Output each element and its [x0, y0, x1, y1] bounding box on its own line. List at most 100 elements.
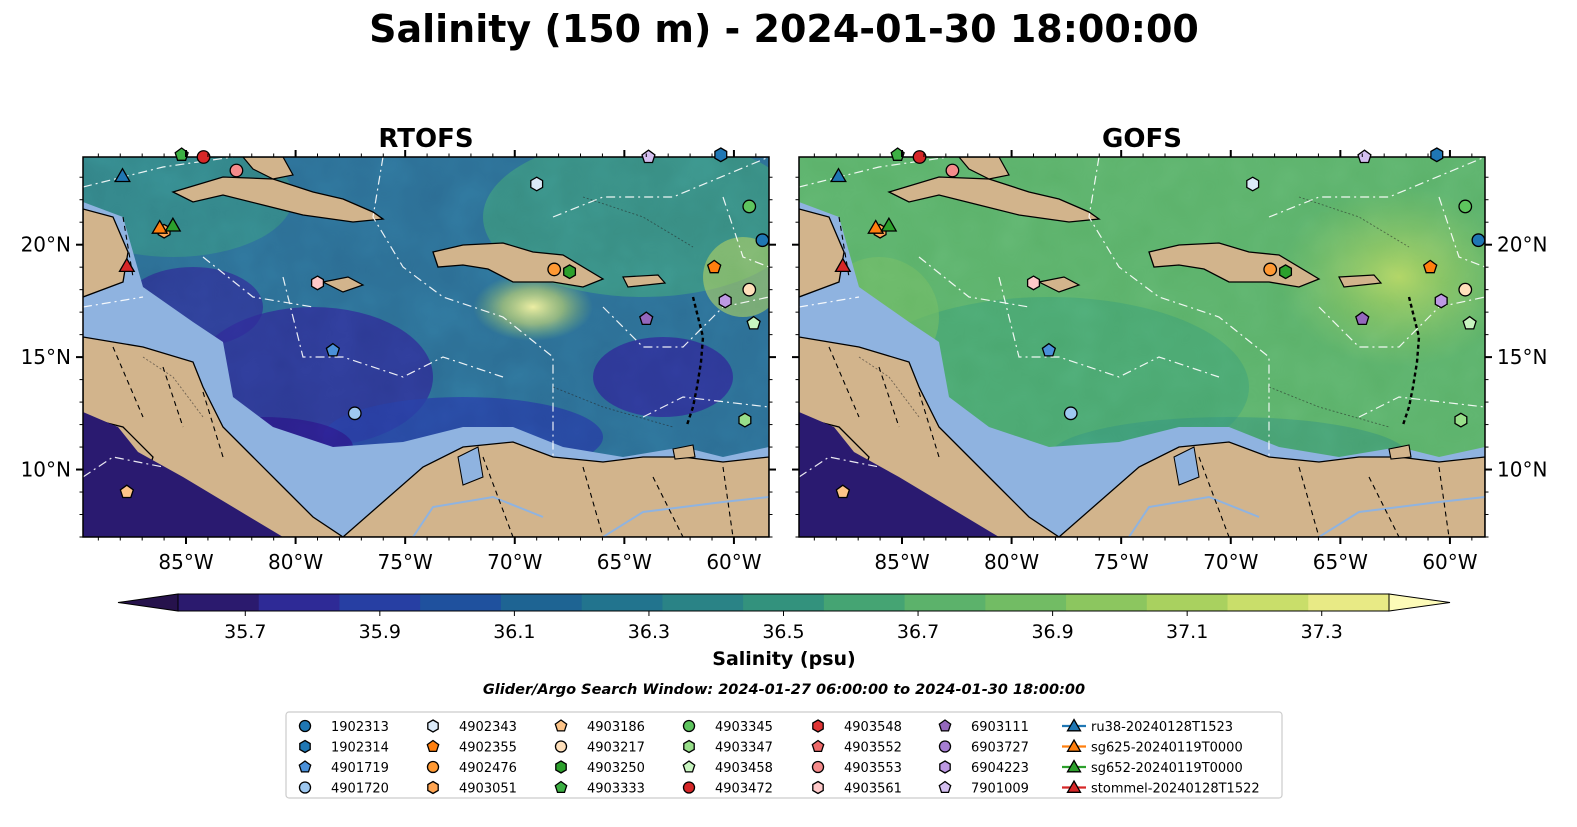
marker-4903345-rtofs [742, 199, 757, 214]
legend-label: 4903472 [715, 782, 773, 797]
legend-marker [812, 719, 824, 733]
x-tick-label: 70°W [487, 550, 542, 574]
colorbar-tick-label: 36.1 [493, 621, 535, 643]
marker-1902314-gofs [1430, 147, 1444, 163]
legend-item-4902343: 4902343 [427, 719, 517, 735]
marker-4903250-rtofs [563, 264, 577, 280]
marker-4903345-gofs [1458, 199, 1473, 214]
legend-item-7901009: 7901009 [938, 780, 1029, 797]
figure-title: Salinity (150 m) - 2024-01-30 18:00:00 [369, 7, 1199, 51]
legend-item-4903051: 4903051 [427, 780, 517, 797]
legend-label: 4903186 [587, 720, 645, 735]
legend-label: stommel-20240128T1522 [1091, 782, 1260, 797]
marker-4902355-gofs [1422, 259, 1438, 274]
legend-label: 4903561 [844, 782, 902, 797]
colorbar-tick-label: 36.3 [628, 621, 670, 643]
legend-item-4903458: 4903458 [682, 760, 773, 776]
colorbar-bin [662, 594, 744, 611]
legend-label: 4903333 [587, 782, 645, 797]
legend-marker [1066, 738, 1082, 752]
legend-label: sg625-20240119T0000 [1091, 741, 1243, 756]
legend-marker [554, 780, 568, 794]
marker-4901719-gofs [1041, 342, 1057, 357]
legend-marker [938, 780, 952, 794]
marker-sg652-20240119T0000-rtofs [164, 216, 182, 232]
legend-marker [427, 780, 439, 795]
marker-4903333-rtofs [174, 147, 189, 161]
legend-marker [939, 760, 951, 774]
colorbar-bin [500, 594, 583, 611]
y-tick-label: 10°N [21, 458, 71, 482]
marker-4903347-gofs [1454, 412, 1468, 428]
colorbar-bin [1066, 594, 1148, 611]
x-axis-gofs: 85°W 80°W 75°W 70°W 65°W 60°W [813, 150, 1478, 574]
colorbar-tick-label: 35.7 [224, 621, 266, 643]
colorbar-bin [985, 594, 1067, 611]
legend-item-4903333: 4903333 [554, 780, 645, 797]
marker-4903250-gofs [1279, 264, 1293, 280]
legend-label: 4903250 [587, 761, 645, 776]
y-axis-gofs: 10°N 15°N 20°N [792, 176, 1547, 538]
colorbar-bin [1308, 594, 1390, 611]
marker-sg652-20240119T0000-gofs [880, 216, 898, 232]
marker-4903217-gofs [1458, 282, 1473, 297]
legend-label: 6903727 [971, 741, 1029, 756]
y-tick-label: 15°N [1497, 345, 1547, 369]
marker-4902343-rtofs [530, 176, 544, 192]
x-tick-label: 70°W [1203, 550, 1258, 574]
legend-marker [298, 719, 312, 733]
marker-7901009-gofs [1357, 149, 1372, 164]
legend-item-sg652-20240119T0000: sg652-20240119T0000 [1062, 759, 1243, 776]
observation-markers-gofs [829, 147, 1486, 499]
legend-label: 4901720 [331, 782, 389, 797]
legend-label: 4903553 [844, 761, 902, 776]
colorbar-bin [178, 594, 260, 611]
legend-marker [682, 781, 696, 794]
y-tick-label: 15°N [21, 345, 71, 369]
panel-gofs: GOFS 85°W 80°W 75°W 70°W 65°W 60°W 10°N 15°N 20… [792, 124, 1547, 574]
colorbar-bin [904, 594, 986, 611]
observation-markers-rtofs [113, 147, 770, 499]
colorbar-tick-label: 35.9 [359, 621, 401, 643]
legend-marker [938, 740, 952, 753]
legend-marker [298, 781, 312, 794]
legend-label: 4903548 [844, 720, 902, 735]
legend-marker [426, 739, 440, 753]
marker-1902313-rtofs [755, 233, 770, 248]
legend-label: 4903345 [715, 720, 773, 735]
search-window-text: Glider/Argo Search Window: 2024-01-27 06… [483, 682, 1085, 698]
marker-4901720-gofs [1063, 406, 1078, 421]
colorbar-bin [258, 594, 341, 611]
salinity-field-gofs [799, 157, 1485, 537]
legend-item-4902355: 4902355 [426, 739, 517, 756]
marker-4903217-rtofs [742, 282, 757, 297]
marker-4901720-rtofs [347, 406, 362, 421]
marker-4903333-gofs [890, 147, 905, 161]
legend-marker [682, 719, 696, 733]
colorbar-bin [581, 594, 663, 611]
legend-label: 1902313 [331, 720, 389, 735]
legend-marker [1066, 779, 1082, 793]
legend-item-4903347: 4903347 [683, 739, 773, 756]
legend-marker [426, 760, 440, 774]
colorbar-bin [1146, 594, 1229, 611]
legend-label: 4902476 [459, 761, 517, 776]
colorbar-tick-label: 36.5 [762, 621, 804, 643]
legend-item-ru38-20240128T1523: ru38-20240128T1523 [1062, 718, 1233, 735]
marker-sg625-20240119T0000-gofs [867, 219, 885, 234]
x-tick-label: 75°W [1094, 550, 1149, 574]
legend-label: 4903347 [715, 741, 773, 756]
marker-4903458-rtofs [746, 315, 761, 330]
legend-item-6903111: 6903111 [938, 719, 1029, 735]
legend-label: 6903111 [971, 720, 1029, 735]
marker-6904223-gofs [1434, 293, 1448, 309]
y-axis-rtofs: 10°N 15°N 20°N [21, 176, 776, 538]
legend: 1902313 1902314 4901719 4901720 4902343 49023… [285, 711, 1283, 799]
salinity-field-rtofs [83, 157, 769, 537]
marker-4903553-gofs [945, 163, 960, 178]
colorbar-over-extension [1388, 593, 1451, 612]
marker-4903347-rtofs [738, 412, 752, 428]
marker-4901719-rtofs [325, 342, 341, 357]
panel-rtofs: RTOFS 85°W 80°W 75°W 70°W 65°W 60°W 10°N 15°N 2… [21, 124, 776, 574]
panel-title-gofs: GOFS [1102, 124, 1182, 154]
